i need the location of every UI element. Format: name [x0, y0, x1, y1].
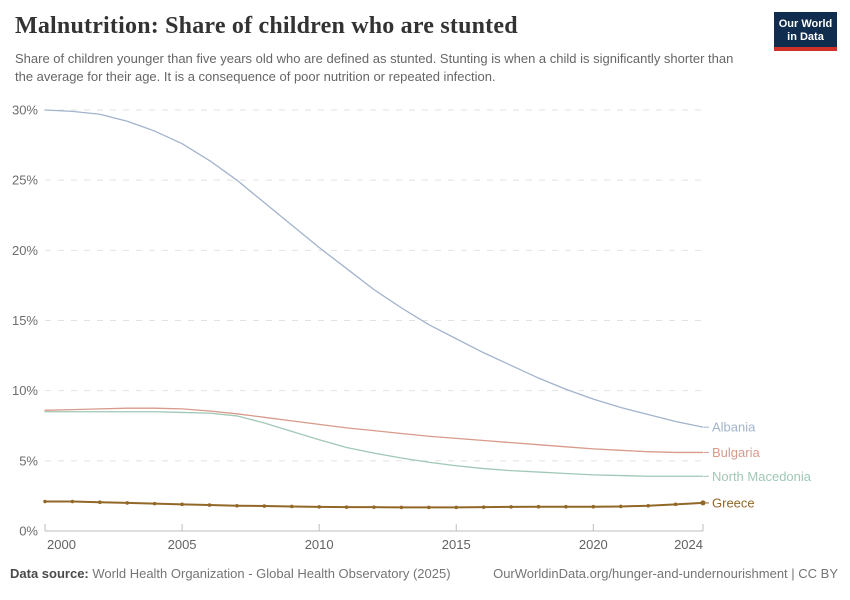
data-point-marker	[372, 505, 376, 509]
owid-logo[interactable]: Our World in Data	[774, 12, 837, 51]
data-point-marker	[536, 504, 541, 509]
data-point-marker	[262, 504, 267, 508]
grid-layer: 0% 5% 10% 15% 20% 25% 30%	[12, 103, 703, 539]
data-point-marker	[125, 501, 130, 505]
data-point-marker	[43, 499, 47, 504]
series-line-albania[interactable]	[44, 109, 704, 428]
data-point-marker	[399, 505, 404, 510]
x-axis-label: 2005	[168, 537, 197, 552]
data-source-text: World Health Organization - Global Healt…	[92, 566, 451, 581]
data-point-marker	[591, 504, 596, 509]
data-point-marker	[235, 503, 239, 508]
y-axis-label: 0%	[19, 524, 38, 539]
series-layer	[43, 109, 706, 510]
line-chart: 0% 5% 10% 15% 20% 25% 30% 2000 2005 2010 2015 2020…	[12, 103, 812, 553]
legend-layer: Albania Bulgaria North Macedonia Greece	[704, 420, 812, 510]
data-point-marker	[70, 499, 75, 504]
y-axis-label: 5%	[19, 453, 38, 468]
x-axis-label: 2015	[442, 537, 471, 552]
owid-logo-line1: Our World	[778, 18, 833, 30]
series-end-marker	[700, 500, 706, 506]
data-source-note: Data source: World Health Organization -…	[10, 566, 451, 581]
legend-label-bulgaria[interactable]: Bulgaria	[712, 445, 760, 460]
y-axis-label: 15%	[12, 313, 38, 328]
x-axis-label: 2000	[47, 537, 76, 552]
owid-logo-line2: in Data	[787, 30, 824, 43]
legend-label-north-macedonia[interactable]: North Macedonia	[712, 469, 812, 484]
x-axis-label: 2024	[674, 537, 703, 552]
legend-label-albania[interactable]: Albania	[712, 420, 756, 435]
chart-subtitle: Share of children younger than five year…	[15, 51, 734, 84]
data-point-marker	[180, 502, 184, 507]
data-point-marker	[454, 505, 459, 510]
data-point-marker	[509, 505, 513, 509]
series-line-north-macedonia[interactable]	[44, 411, 704, 477]
axis-layer: 2000 2005 2010 2015 2020 2024	[44, 524, 704, 552]
series-line-bulgaria[interactable]	[44, 407, 704, 454]
data-point-marker	[98, 500, 102, 505]
x-axis-label: 2010	[305, 537, 334, 552]
data-point-marker	[289, 504, 294, 509]
data-point-marker	[317, 505, 321, 509]
data-point-marker	[673, 502, 678, 507]
data-point-marker	[564, 504, 568, 509]
y-axis-label: 20%	[12, 243, 38, 258]
data-point-marker	[427, 505, 431, 510]
x-axis-label: 2020	[579, 537, 608, 552]
data-point-marker	[646, 503, 650, 508]
chart-title: Malnutrition: Share of children who are …	[15, 13, 518, 39]
data-point-marker	[481, 505, 486, 509]
data-source-label: Data source:	[10, 566, 89, 581]
y-axis-label: 10%	[12, 383, 38, 398]
data-point-marker	[207, 503, 212, 507]
footer-citation-link[interactable]: OurWorldinData.org/hunger-and-undernouri…	[493, 566, 838, 581]
y-axis-label: 30%	[12, 103, 38, 118]
y-axis-label: 25%	[12, 173, 38, 188]
legend-label-greece[interactable]: Greece	[712, 495, 755, 510]
data-point-marker	[344, 505, 349, 509]
data-point-marker	[618, 504, 623, 509]
data-point-marker	[152, 501, 157, 506]
